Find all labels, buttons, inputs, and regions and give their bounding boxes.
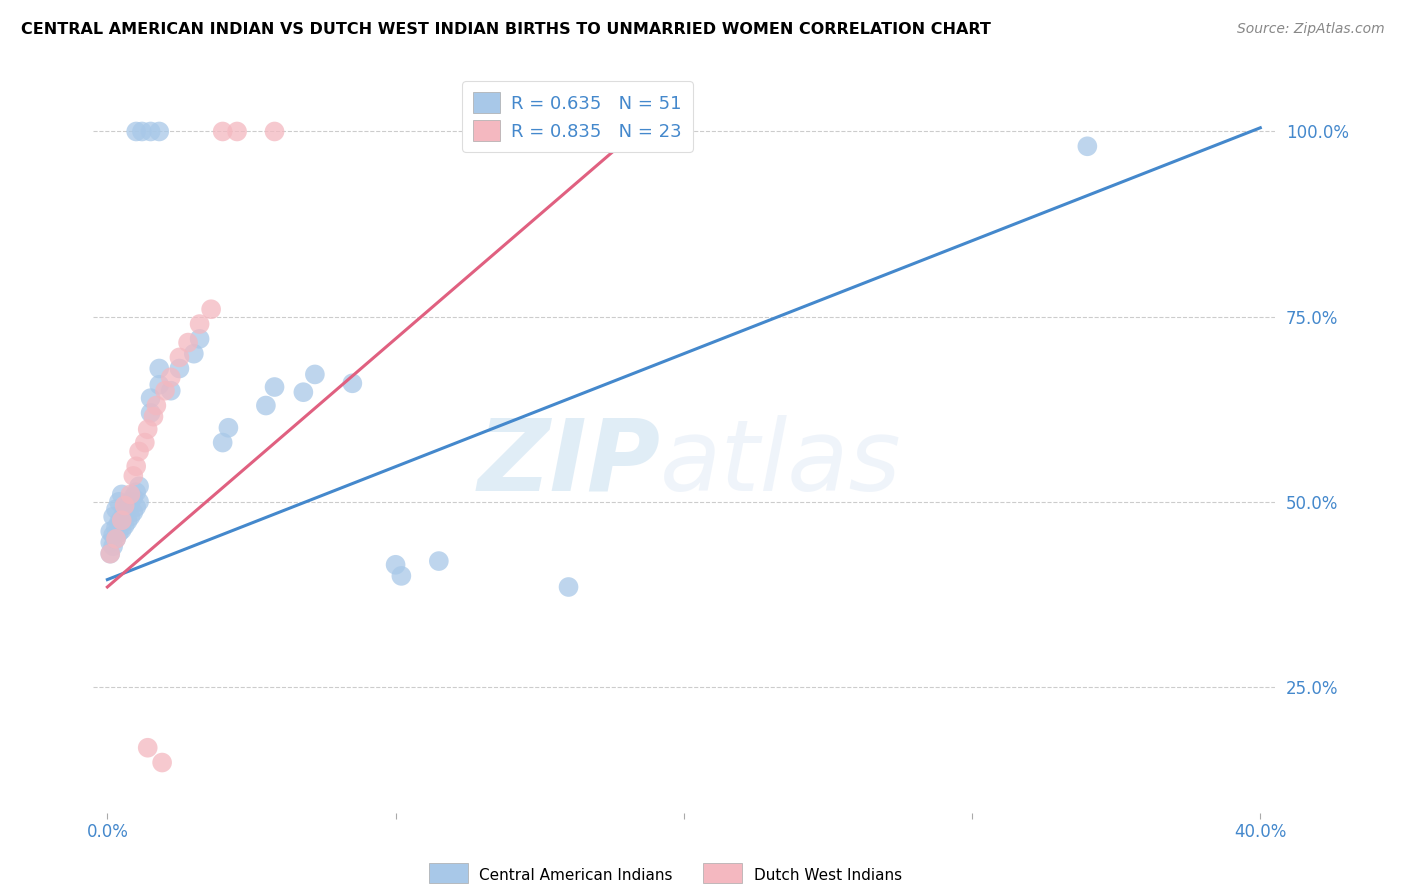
Point — [139, 391, 162, 405]
Point — [101, 528, 124, 542]
Point — [148, 377, 170, 392]
Point — [125, 500, 148, 514]
Point — [111, 513, 134, 527]
Point — [183, 347, 205, 361]
Point — [139, 124, 162, 138]
Point — [389, 569, 412, 583]
Point — [188, 332, 211, 346]
Point — [98, 524, 121, 539]
Point — [342, 376, 364, 391]
Point — [159, 384, 181, 398]
Point — [427, 554, 450, 568]
Point — [128, 444, 150, 458]
Point — [105, 502, 128, 516]
Text: ZIP: ZIP — [477, 415, 661, 511]
Point — [139, 406, 162, 420]
Point — [105, 532, 128, 546]
Point — [131, 124, 153, 138]
Point — [1076, 139, 1098, 153]
Point — [263, 380, 285, 394]
Point — [211, 435, 233, 450]
Point — [211, 124, 233, 138]
Point — [98, 547, 121, 561]
Point — [263, 124, 285, 138]
Point — [136, 422, 159, 436]
Point — [153, 384, 176, 398]
Point — [169, 351, 191, 365]
Point — [98, 547, 121, 561]
Text: Source: ZipAtlas.com: Source: ZipAtlas.com — [1237, 22, 1385, 37]
Point — [120, 487, 142, 501]
Point — [142, 409, 165, 424]
Point — [145, 399, 167, 413]
Point — [292, 385, 315, 400]
Point — [150, 756, 173, 770]
Point — [101, 509, 124, 524]
Y-axis label: Births to Unmarried Women: Births to Unmarried Women — [0, 334, 7, 548]
Point — [136, 740, 159, 755]
Text: atlas: atlas — [661, 415, 901, 511]
Text: CENTRAL AMERICAN INDIAN VS DUTCH WEST INDIAN BIRTHS TO UNMARRIED WOMEN CORRELATI: CENTRAL AMERICAN INDIAN VS DUTCH WEST IN… — [21, 22, 991, 37]
Point — [148, 361, 170, 376]
Point — [117, 500, 139, 515]
Point — [226, 124, 249, 138]
Point — [114, 506, 136, 520]
Point — [120, 509, 142, 524]
Point — [304, 368, 326, 382]
Point — [111, 523, 134, 537]
Point — [557, 580, 579, 594]
Point — [217, 421, 239, 435]
Point — [111, 511, 134, 525]
Point — [177, 335, 200, 350]
Point — [384, 558, 406, 572]
Point — [122, 505, 145, 519]
Point — [122, 469, 145, 483]
Point — [169, 361, 191, 376]
Point — [188, 317, 211, 331]
Point — [159, 370, 181, 384]
Point — [108, 525, 131, 540]
Text: Central American Indians: Central American Indians — [479, 869, 673, 883]
Point — [108, 495, 131, 509]
Point — [111, 487, 134, 501]
Point — [98, 535, 121, 549]
Point — [122, 491, 145, 505]
Point — [200, 302, 222, 317]
Point — [114, 518, 136, 533]
Point — [254, 399, 277, 413]
Point — [125, 459, 148, 474]
Text: Dutch West Indians: Dutch West Indians — [754, 869, 901, 883]
Point — [117, 514, 139, 528]
Point — [125, 485, 148, 500]
Point — [134, 435, 156, 450]
Point — [120, 495, 142, 509]
Point — [105, 521, 128, 535]
Legend: R = 0.635   N = 51, R = 0.835   N = 23: R = 0.635 N = 51, R = 0.835 N = 23 — [463, 81, 693, 152]
Point — [105, 532, 128, 546]
Point — [128, 495, 150, 509]
Point — [114, 499, 136, 513]
Point — [148, 124, 170, 138]
Point — [108, 516, 131, 530]
Point — [101, 539, 124, 553]
Point — [125, 124, 148, 138]
Point — [128, 479, 150, 493]
